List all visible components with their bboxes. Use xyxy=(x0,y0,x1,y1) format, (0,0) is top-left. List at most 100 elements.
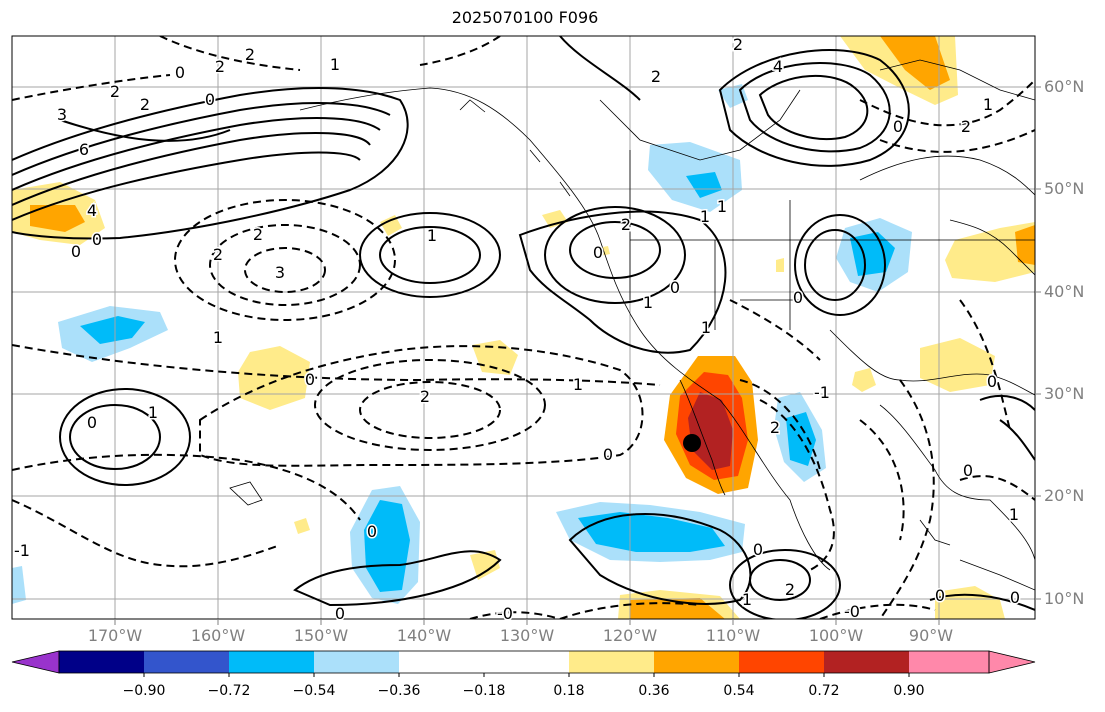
contour-label: 1 xyxy=(330,55,340,74)
contour-label: 0 xyxy=(935,586,945,605)
contour-label: 1 xyxy=(717,197,727,216)
contour-label: 2 xyxy=(420,387,430,406)
contour-label: 2 xyxy=(253,225,263,244)
contour-label: 1 xyxy=(573,375,583,394)
colorbar-tick-label: 0.54 xyxy=(723,683,755,699)
longitude-label: 160°W xyxy=(190,626,246,645)
colorbar-bin xyxy=(739,651,824,673)
positive-anomaly-area xyxy=(880,36,950,90)
positive-anomaly-area xyxy=(945,222,1035,282)
contour-label: 2 xyxy=(961,117,971,136)
contour-label: 0 xyxy=(1010,588,1020,607)
colorbar-bin xyxy=(229,651,314,673)
longitude-label: 140°W xyxy=(396,626,452,645)
longitude-label: 100°W xyxy=(808,626,864,645)
positive-anomaly-area xyxy=(920,338,995,392)
positive-anomaly-area xyxy=(294,518,310,534)
contour-label: 2 xyxy=(213,245,223,264)
latitude-label: 50°N xyxy=(1044,179,1085,198)
negative-anomaly-area xyxy=(80,316,145,344)
map-title: 2025070100 F096 xyxy=(451,8,599,27)
longitude-label: 150°W xyxy=(293,626,349,645)
contour-label: -1 xyxy=(814,383,830,402)
colorbar-over-arrow xyxy=(988,650,1036,674)
contour-label: -0 xyxy=(844,602,860,621)
contour-label: 1 xyxy=(701,318,711,337)
colorbar-tick-label: −0.54 xyxy=(292,683,336,699)
contour-label: 0 xyxy=(205,90,215,109)
colorbar-bin xyxy=(144,651,229,673)
map-frame xyxy=(11,35,1036,620)
positive-anomaly-area xyxy=(238,346,310,410)
contour-label: 3 xyxy=(57,105,67,124)
latitude-label: 10°N xyxy=(1044,589,1085,608)
contour-label: 1 xyxy=(213,328,223,347)
colorbar-bin xyxy=(654,651,739,673)
contour-label: 0 xyxy=(92,230,102,249)
positive-anomaly-area xyxy=(542,210,568,228)
colorbar xyxy=(11,650,1036,677)
positive-anomaly-area xyxy=(935,586,1005,619)
contour-label: 3 xyxy=(275,263,285,282)
positive-anomaly-area xyxy=(472,340,518,375)
contour-label: 0 xyxy=(963,461,973,480)
contour-label: 0 xyxy=(175,63,185,82)
contour-label: 2 xyxy=(110,82,120,101)
contour-label: 0 xyxy=(603,445,613,464)
contour-label: 1 xyxy=(700,207,710,226)
negative-anomaly-area xyxy=(12,566,26,604)
contour-label: 2 xyxy=(770,418,780,437)
negative-anomaly-area xyxy=(850,232,895,276)
negative-anomaly-area xyxy=(578,512,725,552)
colorbar-tick-label: −0.18 xyxy=(462,683,506,699)
longitude-label: 90°W xyxy=(908,626,954,645)
contour-label: 6 xyxy=(79,140,89,159)
contour-label: 0 xyxy=(367,522,377,541)
contour-label: 0 xyxy=(893,117,903,136)
positive-anomaly-area xyxy=(688,392,733,470)
colorbar-tick-label: 0.36 xyxy=(638,683,670,699)
coastlines xyxy=(229,59,1035,591)
negative-anomaly-area xyxy=(364,500,410,592)
positive-anomaly-area xyxy=(1015,225,1035,265)
colorbar-bin xyxy=(909,651,989,673)
colorbar-tick-label: −0.36 xyxy=(377,683,421,699)
contour-label: -0 xyxy=(497,604,513,623)
colorbar-tick-label: 0.90 xyxy=(893,683,925,699)
longitude-label: 130°W xyxy=(499,626,555,645)
colorbar-tick-label: 0.72 xyxy=(808,683,840,699)
colorbar-bin xyxy=(569,651,654,673)
contour-label: 0 xyxy=(305,370,315,389)
contour-label: 2 xyxy=(140,95,150,114)
positive-anomaly-area xyxy=(852,368,876,392)
positive-anomaly-area xyxy=(470,550,500,580)
colorbar-bin xyxy=(314,651,399,673)
positive-anomaly-area xyxy=(776,258,784,272)
contour-label: 0 xyxy=(335,604,345,623)
contour-label: 1 xyxy=(643,293,653,312)
longitude-label: 170°W xyxy=(87,626,143,645)
contour-label: 1 xyxy=(1009,505,1019,524)
positive-anomaly-area xyxy=(30,205,85,232)
latitude-label: 30°N xyxy=(1044,384,1085,403)
latitude-label: 20°N xyxy=(1044,486,1085,505)
axis-ticks xyxy=(114,86,1041,625)
contour-label: 0 xyxy=(987,372,997,391)
contour-label: 4 xyxy=(773,57,783,76)
contour-label: 0 xyxy=(670,278,680,297)
colorbar-bin xyxy=(484,651,569,673)
contour-label: 4 xyxy=(87,201,97,220)
colorbar-tick-label: 0.18 xyxy=(553,683,585,699)
contour-label: 2 xyxy=(785,580,795,599)
negative-anomaly-area xyxy=(686,172,722,198)
contour-label: 1 xyxy=(983,95,993,114)
colorbar-bin xyxy=(399,651,484,673)
contour-label-group: 2 2 2 2 3 2 6 4 0 0 2 3 2 1 0 0 1 1 0 2 … xyxy=(13,34,1022,625)
contour-label: 2 xyxy=(245,45,255,64)
colorbar-bin xyxy=(824,651,909,673)
colorbar-bin xyxy=(59,651,144,673)
contour-label: 1 xyxy=(427,226,437,245)
contour-label: 0 xyxy=(593,243,603,262)
positive-anomaly-area xyxy=(380,215,402,236)
